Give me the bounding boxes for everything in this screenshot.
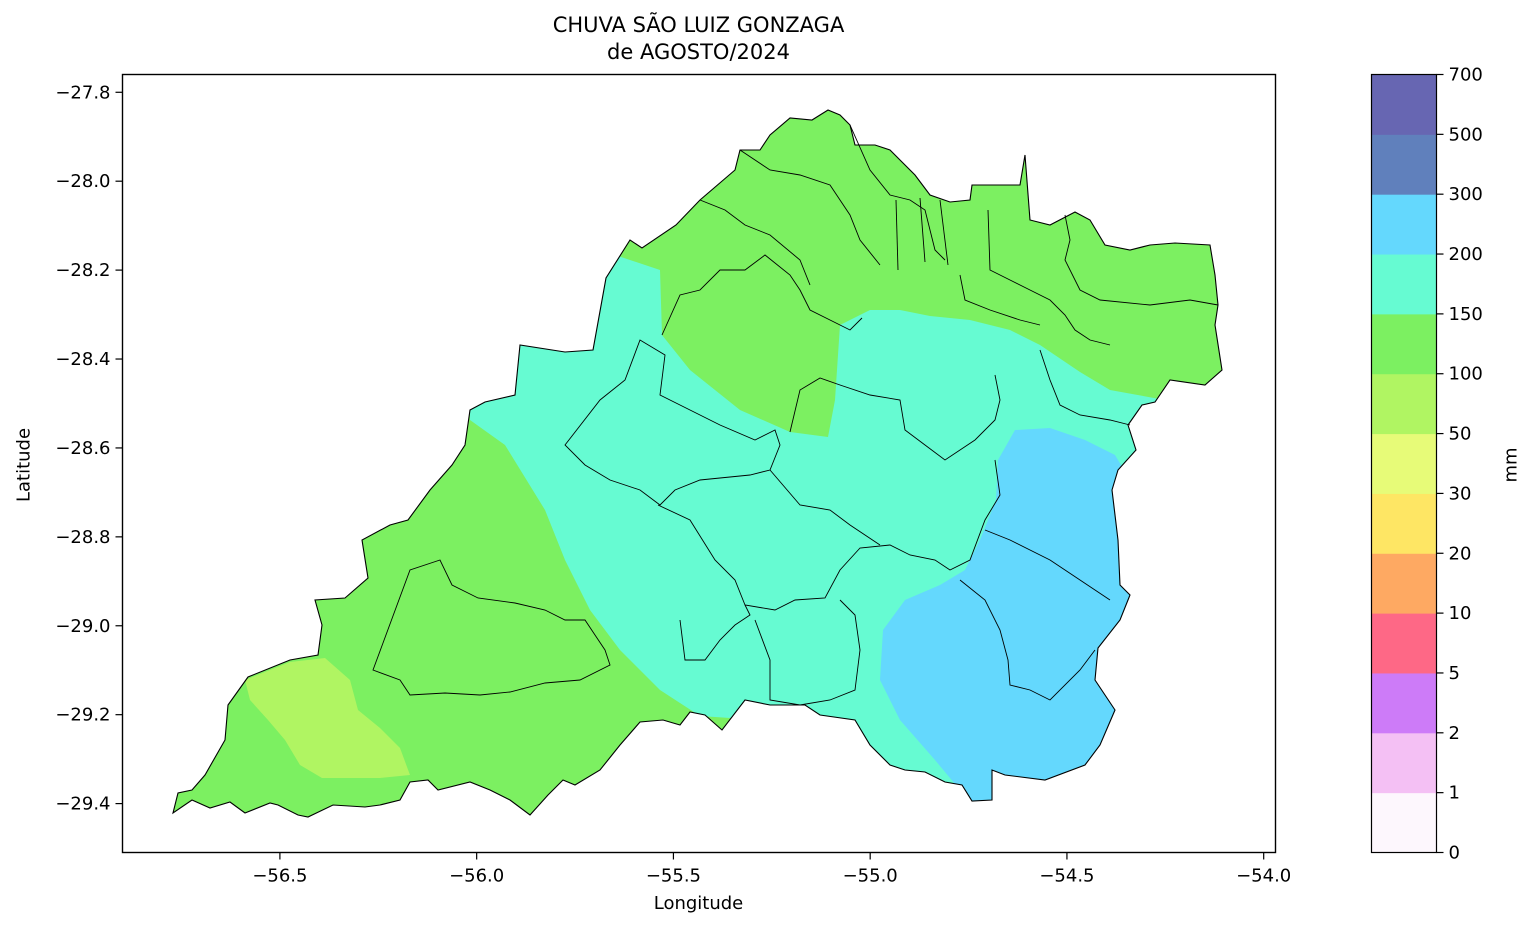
- colorbar-tick-label: 700: [1449, 65, 1483, 86]
- colorbar-tick-label: 100: [1449, 364, 1483, 385]
- colorbar-tick-label: 300: [1449, 184, 1483, 205]
- colorbar-tick-label: 30: [1449, 483, 1472, 504]
- x-tick-label: −54.0: [1236, 866, 1291, 887]
- rainfall-zone-light-green: [245, 658, 410, 778]
- y-tick-label: −28.4: [55, 349, 110, 370]
- colorbar-tick-label: 200: [1449, 244, 1483, 265]
- title-line-1: CHUVA SÃO LUIZ GONZAGA: [552, 13, 845, 37]
- colorbar: 0 1 2 5 10 20 30 50 100 150 200 300 500 700: [1370, 65, 1483, 864]
- y-tick-label: −28.8: [55, 527, 110, 548]
- colorbar-tick-label: 10: [1449, 603, 1472, 624]
- y-tick-label: −29.4: [55, 794, 110, 815]
- y-axis-title: Latitude: [13, 427, 35, 503]
- y-tick-label: −28.6: [55, 438, 110, 459]
- colorbar-frame: [1370, 73, 1438, 854]
- y-tick-label: −28.2: [55, 260, 110, 281]
- colorbar-tick-label: 500: [1449, 124, 1483, 145]
- x-tick-label: −55.5: [646, 866, 701, 887]
- y-tick-label: −29.0: [55, 616, 110, 637]
- colorbar-swatch: [1371, 254, 1437, 315]
- colorbar-title: mm: [1500, 447, 1522, 483]
- colorbar-swatch: [1371, 134, 1437, 195]
- rainfall-field: [173, 110, 1222, 817]
- x-axis: −56.5 −56.0 −55.5 −55.0 −54.5 −54.0: [252, 852, 1291, 887]
- x-tick-label: −56.5: [252, 866, 307, 887]
- y-tick-label: −29.2: [55, 705, 110, 726]
- colorbar-swatch: [1371, 672, 1437, 734]
- colorbar-swatch: [1371, 433, 1437, 494]
- colorbar-tick-label: 2: [1449, 723, 1460, 744]
- chart-title: CHUVA SÃO LUIZ GONZAGA de AGOSTO/2024: [122, 12, 1275, 66]
- colorbar-tick-label: 5: [1449, 663, 1460, 684]
- title-line-2: de AGOSTO/2024: [607, 40, 790, 64]
- municipal-boundaries: [372, 124, 1219, 706]
- y-tick-label: −27.8: [55, 82, 110, 103]
- colorbar-tick-label: 50: [1449, 424, 1472, 445]
- rainfall-zone-blue: [880, 428, 1160, 817]
- colorbar-swatch: [1371, 313, 1437, 375]
- colorbar-swatch: [1371, 553, 1437, 614]
- colorbar-swatch: [1371, 792, 1437, 853]
- colorbar-swatch: [1371, 194, 1437, 255]
- x-tick-label: −55.0: [843, 866, 898, 887]
- y-tick-label: −28.0: [55, 171, 110, 192]
- colorbar-tick-label: 150: [1449, 304, 1483, 325]
- colorbar-swatch: [1371, 373, 1437, 435]
- colorbar-swatch: [1371, 613, 1437, 674]
- colorbar-swatch: [1371, 493, 1437, 554]
- x-axis-title: Longitude: [653, 893, 744, 914]
- x-tick-label: −54.5: [1039, 866, 1094, 887]
- colorbar-tick-label: 1: [1449, 783, 1460, 804]
- x-tick-label: −56.0: [449, 866, 504, 887]
- colorbar-tick-label: 20: [1449, 543, 1472, 564]
- colorbar-swatch: [1371, 74, 1437, 135]
- y-axis: −27.8 −28.0 −28.2 −28.4 −28.6 −28.8 −29.0 −29.2…: [55, 82, 123, 815]
- colorbar-swatch: [1371, 732, 1437, 794]
- colorbar-tick-label: 0: [1449, 843, 1460, 864]
